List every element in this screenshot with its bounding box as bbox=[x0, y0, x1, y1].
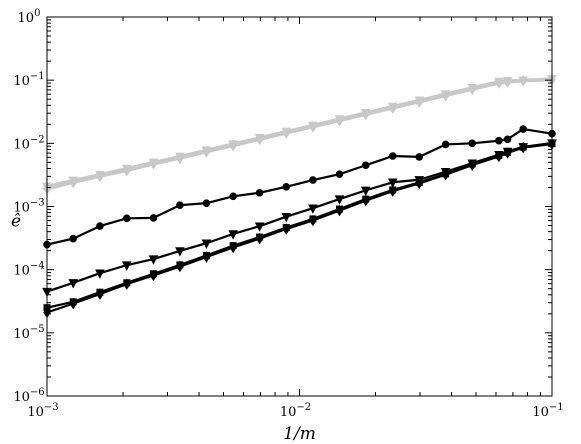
data-point-diamond bbox=[468, 159, 476, 171]
data-point-diamond bbox=[309, 121, 317, 133]
series-line bbox=[46, 78, 553, 191]
data-point-circle bbox=[335, 170, 344, 178]
data-point-triangle-down bbox=[281, 212, 292, 223]
data-point-diamond bbox=[123, 164, 131, 177]
y-tick-label: 10−5 bbox=[13, 324, 44, 342]
y-axis-label: ê bbox=[11, 212, 21, 232]
data-point-diamond bbox=[96, 170, 104, 183]
y-tick-label: 10−4 bbox=[13, 261, 44, 279]
data-point-circle bbox=[503, 135, 512, 144]
data-point-diamond bbox=[96, 288, 104, 300]
data-point-diamond bbox=[389, 102, 397, 114]
data-point-circle bbox=[202, 199, 211, 207]
data-point-diamond bbox=[176, 152, 184, 164]
data-point-circle bbox=[519, 125, 527, 133]
data-point-diamond bbox=[255, 133, 264, 146]
data-point-diamond bbox=[362, 108, 370, 121]
data-point-diamond bbox=[202, 251, 211, 263]
data-point-diamond bbox=[415, 177, 423, 190]
y-tick-label: 10−1 bbox=[13, 71, 44, 89]
series-line bbox=[46, 128, 553, 246]
plot-frame bbox=[46, 16, 553, 397]
data-point-diamond bbox=[282, 223, 290, 235]
data-point-circle bbox=[149, 214, 158, 222]
data-point-diamond bbox=[309, 214, 317, 227]
data-point-diamond bbox=[503, 147, 512, 159]
data-point-triangle-down bbox=[148, 255, 159, 265]
x-tick-label: 10−3 bbox=[27, 402, 58, 420]
data-point-diamond bbox=[519, 75, 527, 87]
data-point-diamond bbox=[149, 158, 158, 170]
data-point-triangle-down bbox=[387, 178, 398, 188]
data-point-circle bbox=[309, 176, 317, 184]
data-point-diamond bbox=[441, 89, 450, 102]
data-point-triangle-down bbox=[68, 279, 79, 289]
x-tick-label: 10−1 bbox=[532, 402, 563, 420]
y-tick-label: 10−3 bbox=[13, 198, 44, 216]
data-point-triangle-down bbox=[95, 269, 105, 279]
ticks-layer bbox=[46, 16, 553, 397]
data-point-circle bbox=[96, 222, 104, 230]
data-point-diamond bbox=[335, 115, 344, 127]
data-point-diamond bbox=[519, 141, 527, 154]
data-point-diamond bbox=[335, 204, 344, 217]
data-point-triangle-down bbox=[175, 247, 185, 257]
data-point-diamond bbox=[176, 260, 184, 273]
data-point-triangle-down bbox=[121, 261, 132, 271]
data-point-diamond bbox=[282, 127, 290, 139]
data-point-circle bbox=[495, 136, 503, 145]
data-point-diamond bbox=[441, 169, 450, 181]
data-point-diamond bbox=[415, 96, 423, 108]
data-point-diamond bbox=[69, 176, 77, 189]
x-tick-label: 10−2 bbox=[280, 402, 311, 420]
data-point-circle bbox=[122, 214, 131, 223]
y-tick-label: 100 bbox=[18, 8, 41, 26]
data-point-diamond bbox=[229, 139, 237, 152]
data-point-diamond bbox=[149, 269, 158, 282]
data-point-circle bbox=[388, 152, 397, 160]
y-tick-label: 10−6 bbox=[13, 387, 44, 405]
data-point-diamond bbox=[255, 232, 264, 245]
y-tick-label: 10−2 bbox=[13, 134, 44, 152]
data-point-triangle-down bbox=[228, 230, 238, 240]
x-axis-label: 1/m bbox=[283, 424, 316, 444]
series-3 bbox=[43, 125, 556, 249]
tick-labels: 10−3 10−2 10−1 100 10−1 10−2 10−3 10−4 10−5 10−6 bbox=[13, 8, 563, 420]
data-point-diamond bbox=[202, 146, 211, 158]
data-point-circle bbox=[255, 188, 264, 197]
data-point-triangle-down bbox=[254, 222, 265, 232]
data-point-circle bbox=[69, 234, 78, 243]
data-point-diamond bbox=[495, 150, 503, 163]
data-point-circle bbox=[229, 192, 237, 201]
data-point-circle bbox=[441, 140, 450, 149]
data-point-circle bbox=[415, 153, 424, 161]
series-6 bbox=[43, 138, 556, 319]
series-1 bbox=[42, 75, 557, 192]
data-point-diamond bbox=[69, 297, 77, 310]
data-point-triangle-down bbox=[308, 204, 318, 214]
series-2 bbox=[43, 74, 556, 195]
series-layer bbox=[42, 74, 557, 319]
data-point-diamond bbox=[229, 241, 237, 254]
data-point-diamond bbox=[495, 77, 503, 89]
data-point-circle bbox=[176, 201, 184, 209]
data-point-diamond bbox=[362, 194, 370, 207]
data-point-circle bbox=[468, 139, 476, 148]
data-point-diamond bbox=[123, 278, 131, 290]
data-point-circle bbox=[282, 183, 291, 191]
data-point-triangle-down bbox=[360, 186, 371, 197]
data-point-circle bbox=[361, 161, 370, 170]
data-point-triangle-down bbox=[201, 239, 212, 249]
data-point-triangle-down bbox=[334, 195, 345, 205]
data-point-diamond bbox=[389, 185, 397, 197]
data-point-diamond bbox=[468, 83, 476, 96]
data-point-diamond bbox=[503, 76, 512, 88]
